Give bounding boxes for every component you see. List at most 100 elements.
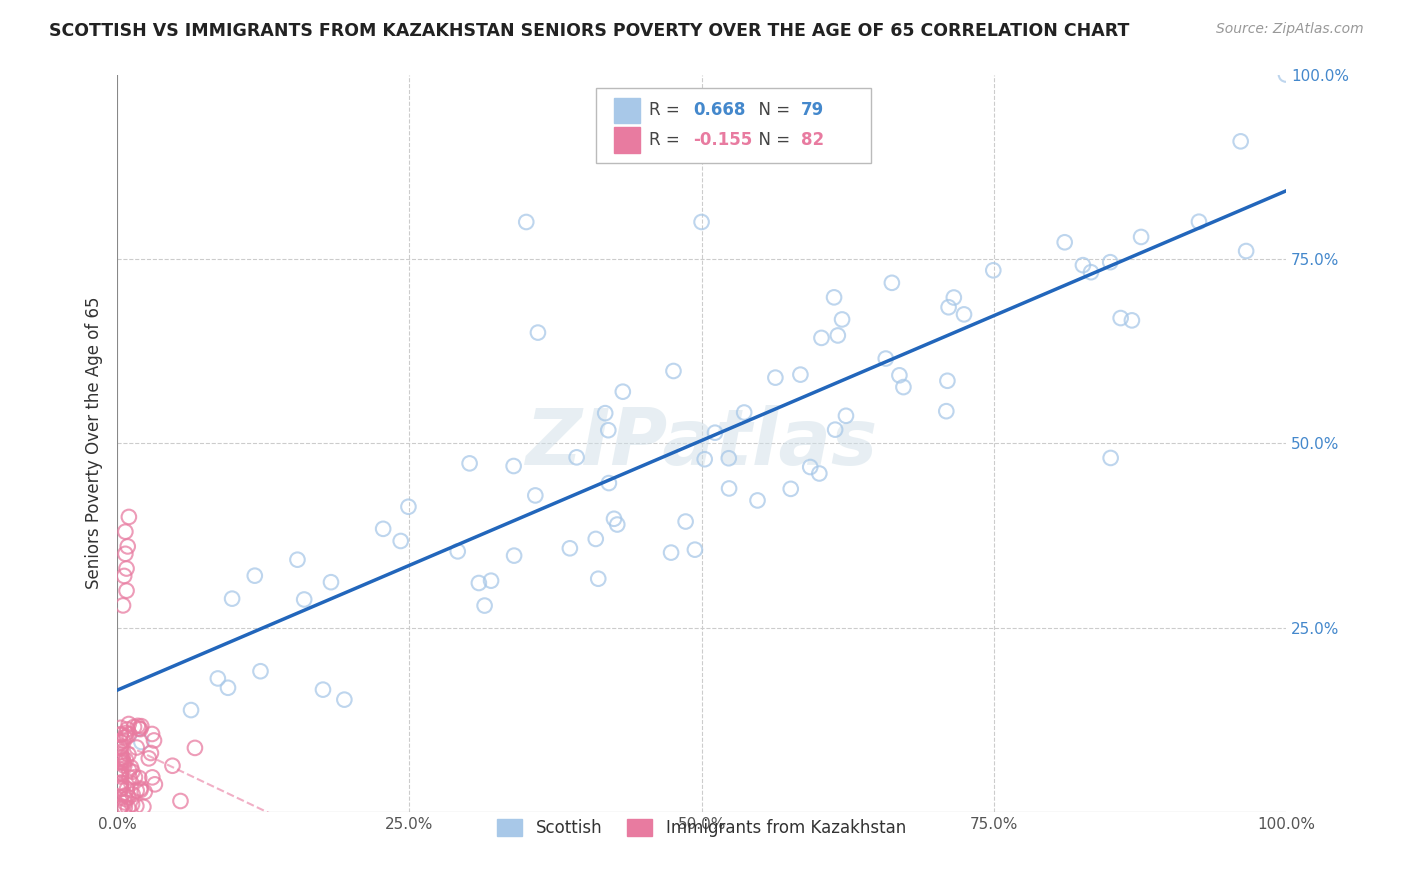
Scottish xyxy=(733,405,755,419)
Scottish xyxy=(718,482,741,496)
Scottish xyxy=(704,425,727,440)
Scottish xyxy=(524,488,547,502)
Scottish xyxy=(1099,255,1122,269)
Immigrants from Kazakhstan xyxy=(125,740,148,755)
Scottish xyxy=(447,544,470,558)
Immigrants from Kazakhstan xyxy=(110,766,132,780)
Immigrants from Kazakhstan xyxy=(115,792,138,806)
Immigrants from Kazakhstan xyxy=(110,727,132,741)
Scottish xyxy=(458,456,481,470)
Scottish xyxy=(1121,313,1143,327)
Scottish xyxy=(221,591,243,606)
Immigrants from Kazakhstan xyxy=(118,717,141,731)
Immigrants from Kazakhstan xyxy=(120,776,142,790)
Scottish xyxy=(662,364,685,378)
Text: N =: N = xyxy=(748,131,796,149)
Scottish xyxy=(693,452,716,467)
Scottish xyxy=(593,406,616,420)
Scottish xyxy=(479,574,502,588)
Immigrants from Kazakhstan xyxy=(114,796,136,810)
Immigrants from Kazakhstan xyxy=(129,781,152,796)
Immigrants from Kazakhstan xyxy=(115,726,138,740)
Immigrants from Kazakhstan xyxy=(118,764,141,778)
Scottish xyxy=(287,552,309,566)
Scottish xyxy=(835,409,858,423)
Scottish xyxy=(942,291,965,305)
Scottish xyxy=(558,541,581,556)
Scottish xyxy=(474,599,496,613)
Text: Source: ZipAtlas.com: Source: ZipAtlas.com xyxy=(1216,22,1364,37)
Scottish xyxy=(810,331,832,345)
Immigrants from Kazakhstan xyxy=(110,739,132,754)
Scottish xyxy=(468,576,491,591)
Immigrants from Kazakhstan xyxy=(114,547,136,561)
Immigrants from Kazakhstan xyxy=(138,751,160,765)
Immigrants from Kazakhstan xyxy=(134,785,156,799)
Scottish xyxy=(243,568,266,582)
Immigrants from Kazakhstan xyxy=(122,720,145,734)
Scottish xyxy=(659,546,682,560)
Scottish xyxy=(675,515,697,529)
Scottish xyxy=(824,423,846,437)
Immigrants from Kazakhstan xyxy=(110,721,132,735)
Immigrants from Kazakhstan xyxy=(120,760,142,774)
Immigrants from Kazakhstan xyxy=(114,800,136,814)
Immigrants from Kazakhstan xyxy=(111,733,134,747)
Immigrants from Kazakhstan xyxy=(117,747,139,762)
Scottish xyxy=(1229,134,1251,148)
Immigrants from Kazakhstan xyxy=(110,735,132,749)
Text: 0.668: 0.668 xyxy=(693,102,745,120)
Immigrants from Kazakhstan xyxy=(115,730,138,744)
Text: ZIPatlas: ZIPatlas xyxy=(526,405,877,481)
Scottish xyxy=(1109,311,1132,326)
Immigrants from Kazakhstan xyxy=(114,524,136,539)
Scottish xyxy=(598,423,620,437)
Immigrants from Kazakhstan xyxy=(112,569,135,583)
Scottish xyxy=(333,692,356,706)
Immigrants from Kazakhstan xyxy=(124,770,146,784)
Text: R =: R = xyxy=(650,131,685,149)
Scottish xyxy=(396,500,419,514)
FancyBboxPatch shape xyxy=(614,97,640,123)
Immigrants from Kazakhstan xyxy=(110,745,132,759)
Immigrants from Kazakhstan xyxy=(117,540,139,554)
Immigrants from Kazakhstan xyxy=(143,777,166,791)
Immigrants from Kazakhstan xyxy=(129,722,152,736)
Scottish xyxy=(1188,215,1211,229)
Immigrants from Kazakhstan xyxy=(117,801,139,815)
Scottish xyxy=(312,682,335,697)
Text: -0.155: -0.155 xyxy=(693,131,752,149)
Immigrants from Kazakhstan xyxy=(115,561,138,575)
Immigrants from Kazakhstan xyxy=(121,764,143,779)
Immigrants from Kazakhstan xyxy=(127,719,149,733)
Scottish xyxy=(827,328,849,343)
Scottish xyxy=(683,542,706,557)
Immigrants from Kazakhstan xyxy=(110,782,132,797)
Immigrants from Kazakhstan xyxy=(110,776,132,790)
Scottish xyxy=(389,533,412,548)
Immigrants from Kazakhstan xyxy=(117,723,139,737)
Scottish xyxy=(373,522,395,536)
Scottish xyxy=(217,681,239,695)
Immigrants from Kazakhstan xyxy=(169,794,191,808)
Scottish xyxy=(938,300,960,314)
Scottish xyxy=(319,575,342,590)
Scottish xyxy=(1099,450,1122,465)
Scottish xyxy=(598,476,620,491)
Scottish xyxy=(763,370,786,384)
Scottish xyxy=(612,384,634,399)
Scottish xyxy=(515,215,537,229)
Text: R =: R = xyxy=(650,102,685,120)
Scottish xyxy=(889,368,911,383)
Immigrants from Kazakhstan xyxy=(125,799,148,814)
Immigrants from Kazakhstan xyxy=(118,510,141,524)
Scottish xyxy=(1053,235,1076,250)
Immigrants from Kazakhstan xyxy=(110,800,132,814)
Immigrants from Kazakhstan xyxy=(121,788,143,802)
Immigrants from Kazakhstan xyxy=(112,758,135,772)
Immigrants from Kazakhstan xyxy=(115,753,138,767)
Text: N =: N = xyxy=(748,102,796,120)
Scottish xyxy=(131,735,153,749)
Scottish xyxy=(953,307,976,321)
Legend: Scottish, Immigrants from Kazakhstan: Scottish, Immigrants from Kazakhstan xyxy=(491,813,912,844)
